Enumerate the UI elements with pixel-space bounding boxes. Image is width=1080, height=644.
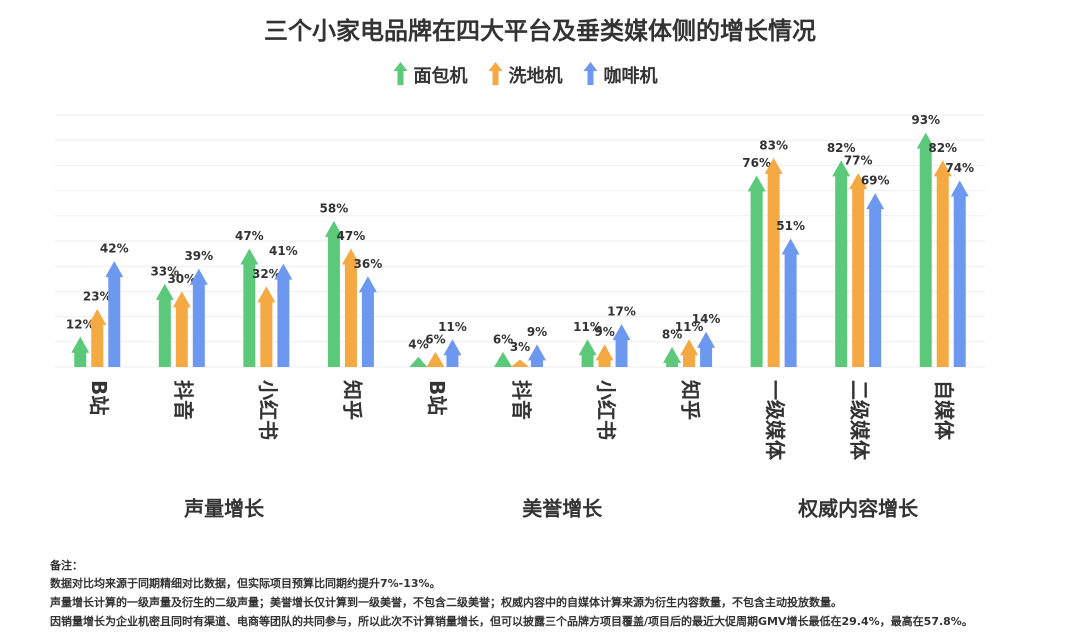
- arrow-bar: [105, 261, 124, 367]
- value-label: 58%: [320, 201, 349, 215]
- arrow-bar: [528, 344, 546, 367]
- value-label: 47%: [337, 229, 366, 243]
- arrow-bar: [781, 238, 800, 367]
- value-label: 9%: [594, 325, 614, 339]
- value-label: 76%: [742, 156, 771, 170]
- value-label: 39%: [184, 249, 213, 263]
- arrow-bar: [950, 180, 969, 367]
- value-label: 11%: [675, 320, 704, 334]
- note-line: 声量增长计算的一级声量及衍生的二级声量；美誉增长仅计算到一级美誉，不包含二级美誉…: [49, 595, 842, 609]
- x-tick-label: 知乎: [679, 380, 703, 420]
- group-label: 美誉增长: [522, 497, 603, 521]
- value-label: 4%: [408, 337, 428, 351]
- arrow-bar: [764, 157, 783, 367]
- arrow-bar: [511, 359, 529, 367]
- value-label: 69%: [861, 174, 890, 188]
- value-label: 93%: [911, 113, 940, 127]
- arrow-bar: [324, 220, 343, 367]
- arrow-bar: [866, 193, 885, 367]
- legend-icon: [393, 62, 408, 85]
- arrow-bar: [933, 160, 952, 367]
- arrow-bar: [595, 344, 614, 367]
- x-tick-label: 抖音: [510, 380, 534, 420]
- value-label: 3%: [510, 340, 530, 354]
- value-label: 11%: [438, 320, 467, 334]
- arrow-bar: [257, 286, 276, 367]
- legend-label: 洗地机: [509, 65, 563, 87]
- value-label: 36%: [354, 257, 383, 271]
- value-label: 6%: [493, 332, 513, 346]
- x-tick-label: 小红书: [256, 380, 280, 440]
- arrow-bar: [274, 263, 293, 367]
- arrow-bar: [494, 351, 512, 367]
- chart-title: 三个小家电品牌在四大平台及垂类媒体侧的增长情况: [264, 17, 816, 45]
- value-label: 14%: [692, 312, 721, 326]
- value-label: 33%: [150, 264, 179, 278]
- value-label: 82%: [928, 141, 957, 155]
- x-tick-label: 自媒体: [932, 380, 956, 441]
- x-tick-label: B站: [87, 380, 111, 415]
- arrow-bar: [697, 331, 716, 367]
- arrow-bar: [680, 339, 699, 367]
- arrow-bar: [71, 336, 90, 367]
- arrow-bar: [409, 356, 428, 367]
- value-label: 41%: [269, 244, 298, 258]
- value-label: 47%: [235, 229, 264, 243]
- note-line: 数据对比均来源于同期精细对比数据，但实际项目预算比同期约提升7%-13%。: [50, 576, 441, 590]
- value-label: 6%: [425, 332, 445, 346]
- note-line: 因销量增长为企业机密且同时有渠道、电商等团队的共同参与，所以此次不计算销量增长，…: [50, 614, 973, 628]
- value-label: 42%: [100, 242, 129, 256]
- legend-label: 咖啡机: [604, 65, 658, 87]
- legend-label: 面包机: [414, 65, 468, 87]
- x-tick-label: 二级媒体: [848, 380, 872, 461]
- notes-title: 备注：: [49, 558, 83, 572]
- x-tick-label: 小红书: [594, 380, 618, 440]
- value-label: 17%: [607, 305, 636, 319]
- arrow-bar: [189, 268, 208, 367]
- arrow-bar: [443, 339, 462, 367]
- value-label: 23%: [83, 290, 112, 304]
- value-label: 77%: [844, 153, 873, 167]
- value-label: 8%: [662, 327, 682, 341]
- x-tick-label: 抖音: [171, 380, 195, 420]
- value-label: 9%: [527, 325, 547, 339]
- arrow-bar: [341, 248, 360, 367]
- arrow-bar: [240, 248, 259, 367]
- group-label: 权威内容增长: [797, 497, 919, 521]
- arrow-bar: [747, 175, 766, 367]
- arrow-bar: [612, 324, 631, 367]
- value-label: 83%: [759, 138, 788, 152]
- x-tick-label: 一级媒体: [763, 380, 787, 461]
- arrow-bar: [663, 346, 682, 367]
- arrow-bar: [172, 291, 191, 367]
- arrow-bar: [916, 132, 935, 367]
- legend-icon: [488, 62, 503, 85]
- arrow-bar: [832, 160, 851, 367]
- arrow-bar: [849, 172, 868, 367]
- x-tick-label: B站: [425, 380, 449, 415]
- arrow-bar: [426, 351, 445, 367]
- arrow-bar: [358, 276, 377, 367]
- arrow-bar: [88, 309, 107, 367]
- value-label: 82%: [827, 141, 856, 155]
- value-label: 11%: [573, 320, 602, 334]
- group-label: 声量增长: [183, 497, 265, 521]
- legend-icon: [583, 62, 598, 85]
- value-label: 74%: [945, 161, 974, 175]
- value-label: 30%: [167, 272, 196, 286]
- arrow-bar: [155, 283, 174, 367]
- value-label: 32%: [252, 267, 281, 281]
- value-label: 12%: [66, 317, 95, 331]
- x-tick-label: 知乎: [340, 380, 364, 420]
- value-label: 51%: [776, 219, 805, 233]
- arrow-bar: [578, 339, 597, 367]
